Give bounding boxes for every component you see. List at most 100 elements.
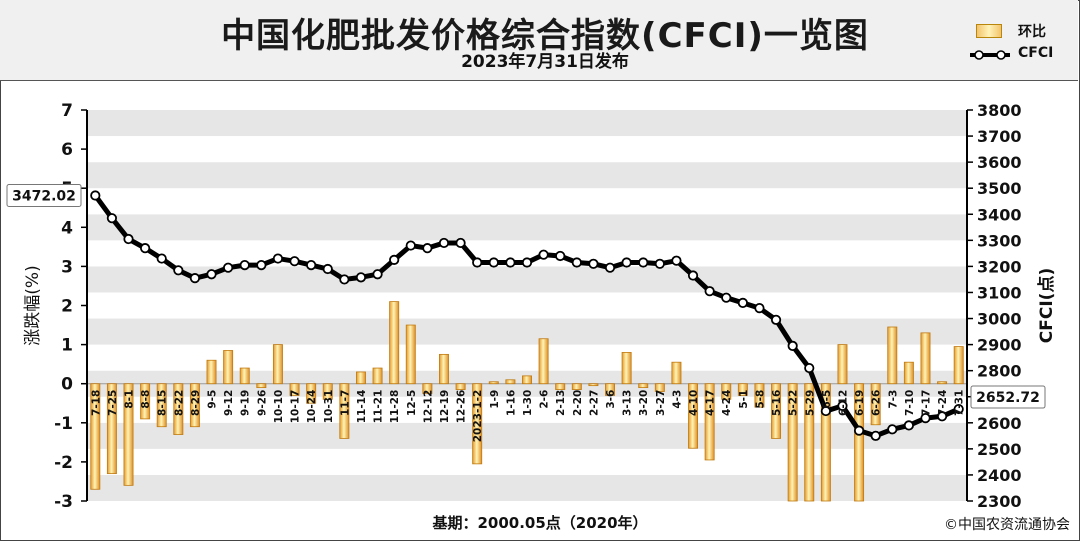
right-tick-label: 2800 (977, 362, 1022, 381)
left-tick-label: 6 (61, 140, 73, 160)
bar (322, 383, 333, 400)
bar (820, 383, 831, 502)
cfci-point (438, 237, 450, 249)
grid-band (87, 266, 967, 293)
x-tick-label: 11-21 (373, 390, 385, 424)
bar (173, 383, 184, 435)
right-tick-label: 3500 (977, 179, 1022, 198)
x-tick-label: 11-14 (356, 390, 368, 424)
x-tick-label: 12-19 (439, 390, 451, 424)
line-marker-icon (970, 50, 1010, 60)
x-tick-label: 4-3 (671, 390, 683, 409)
bar (688, 383, 699, 449)
x-tick-label: 5-16 (771, 390, 783, 416)
x-tick-label: 7-3 (887, 390, 899, 409)
x-tick-label: 2-13 (555, 390, 567, 416)
cfci-point (455, 237, 466, 249)
cfci-point (156, 253, 167, 264)
bar (239, 367, 250, 385)
cfci-point (953, 403, 964, 415)
x-tick-label: 7-25 (107, 390, 119, 416)
x-tick-label: 2-6 (539, 390, 551, 409)
cfci-point (671, 255, 682, 266)
left-tick-label: 0 (61, 375, 73, 395)
x-tick-label: 1-16 (505, 390, 517, 416)
bar (339, 383, 350, 439)
bar (289, 383, 300, 396)
bar (223, 350, 234, 385)
cfci-point (588, 258, 599, 269)
bar (90, 383, 101, 490)
bar (721, 383, 732, 400)
bar (804, 383, 815, 502)
x-tick-label: 7-31 (954, 390, 966, 416)
cfci-point (920, 413, 931, 424)
right-tick-label: 3600 (977, 153, 1022, 172)
x-tick-label: 9-26 (256, 390, 268, 416)
grid-band (87, 448, 967, 475)
header-band: 中国化肥批发价格综合指数(CFCI)一览图 2023年7月31日发布 环比 CF… (0, 0, 1078, 81)
last-value-label-box (970, 385, 1046, 409)
right-tick-label: 2400 (977, 466, 1022, 485)
left-axis-title: 涨跌幅(%) (23, 265, 43, 345)
bar (522, 375, 532, 385)
x-tick-label: 7-18 (90, 390, 102, 416)
cfci-point (820, 405, 831, 417)
grid-band (87, 474, 967, 501)
cfci-point (754, 303, 765, 314)
x-tick-label: 6-19 (854, 390, 866, 416)
bar (920, 332, 931, 385)
bar (903, 361, 914, 385)
copyright-note: ©中国农资流通协会 (944, 517, 1070, 533)
x-tick-label: 2-27 (588, 390, 600, 416)
right-tick-label: 2600 (977, 414, 1022, 433)
bar (538, 338, 549, 385)
x-tick-label: 8-22 (173, 390, 185, 416)
last-value-label: 2652.72 (976, 390, 1040, 406)
bar (439, 353, 449, 385)
cfci-point (638, 257, 649, 268)
page-title: 中国化肥批发价格综合指数(CFCI)一览图 (221, 16, 869, 56)
bar (887, 326, 898, 385)
legend-item-bar: 环比 (968, 20, 1078, 42)
x-tick-label: 10-24 (306, 390, 318, 424)
right-tick-label: 3000 (977, 310, 1022, 329)
left-tick-label: -2 (54, 453, 73, 473)
x-tick-label: 1-9 (489, 390, 501, 409)
x-tick-label: 3-27 (655, 390, 667, 416)
right-tick-label: 3700 (977, 127, 1022, 146)
x-tick-label: 10-10 (273, 390, 285, 424)
bar (854, 383, 865, 502)
bar (837, 344, 848, 385)
bar (106, 383, 117, 475)
grid-band (87, 344, 967, 371)
x-tick-label: 12-5 (406, 390, 418, 416)
bar (654, 383, 665, 392)
x-tick-label: 9-5 (207, 390, 219, 409)
right-axis-title: CFCI(点) (1036, 268, 1057, 343)
x-tick-label: 5-22 (788, 390, 800, 416)
cfci-point (887, 424, 898, 435)
bar (206, 359, 217, 385)
left-tick-label: 7 (61, 101, 73, 121)
grid-band (87, 318, 967, 345)
page-subtitle: 2023年7月31日发布 (461, 52, 629, 72)
bar (256, 383, 267, 389)
bar (140, 383, 151, 420)
x-tick-label: 8-15 (157, 390, 169, 416)
cfci-point (289, 256, 300, 267)
x-tick-label: 4-24 (721, 390, 733, 416)
cfci-point (189, 273, 201, 284)
cfci-point (837, 400, 848, 411)
cfci-point (472, 257, 483, 268)
cfci-point (389, 254, 400, 265)
bar (422, 383, 433, 394)
cfci-point (787, 340, 798, 352)
bar (355, 371, 366, 385)
right-tick-label: 3800 (977, 101, 1022, 120)
x-tick-label: 7-10 (904, 390, 916, 416)
bar (953, 346, 964, 385)
cfci-point (737, 297, 748, 308)
cfci-point (272, 253, 284, 264)
grid-band (87, 292, 967, 319)
